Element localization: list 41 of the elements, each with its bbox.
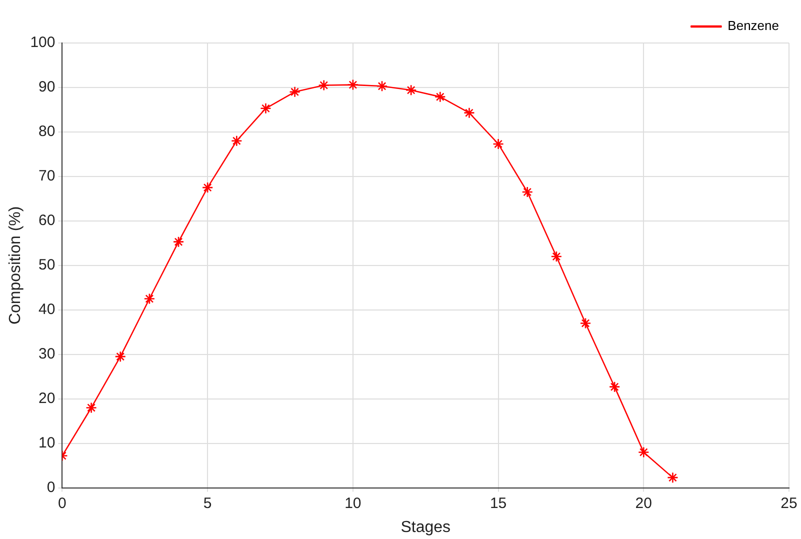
point	[376, 80, 388, 92]
point	[318, 80, 330, 91]
y-axis-title: Composition (%)	[7, 206, 24, 325]
x-tick-label: 5	[203, 494, 212, 512]
point	[434, 91, 446, 102]
y-tick-label: 70	[38, 168, 56, 185]
y-tick-label: 60	[38, 212, 56, 230]
point	[172, 236, 184, 248]
point	[114, 350, 126, 362]
point	[260, 102, 272, 114]
point	[667, 472, 678, 484]
point	[405, 84, 417, 96]
point	[144, 293, 156, 304]
point	[289, 86, 300, 98]
y-tick-label: 0	[46, 478, 56, 496]
point	[347, 79, 359, 90]
y-tick-label: 100	[30, 34, 56, 52]
point	[638, 446, 650, 458]
legend-label: Benzene	[728, 18, 780, 34]
y-tick-label: 80	[38, 123, 56, 140]
x-tick-label: 25	[780, 494, 798, 512]
point	[492, 138, 504, 150]
y-tick-label: 20	[38, 390, 56, 407]
x-tick-label: 0	[58, 494, 66, 512]
x-axis-title: Stages	[400, 518, 451, 536]
point	[580, 318, 592, 329]
point	[202, 182, 214, 194]
y-tick-label: 10	[38, 434, 56, 452]
point	[522, 186, 534, 198]
point	[231, 135, 242, 147]
point	[550, 250, 562, 262]
y-tick-label: 50	[38, 256, 56, 274]
point	[464, 107, 475, 118]
x-tick-label: 20	[635, 494, 652, 512]
point	[608, 381, 620, 392]
point	[86, 402, 97, 414]
x-tick-label: 10	[344, 494, 362, 512]
y-tick-label: 90	[38, 78, 56, 96]
y-tick-label: 40	[38, 301, 56, 318]
y-tick-label: 30	[38, 346, 56, 362]
x-tick-label: 15	[490, 494, 507, 512]
